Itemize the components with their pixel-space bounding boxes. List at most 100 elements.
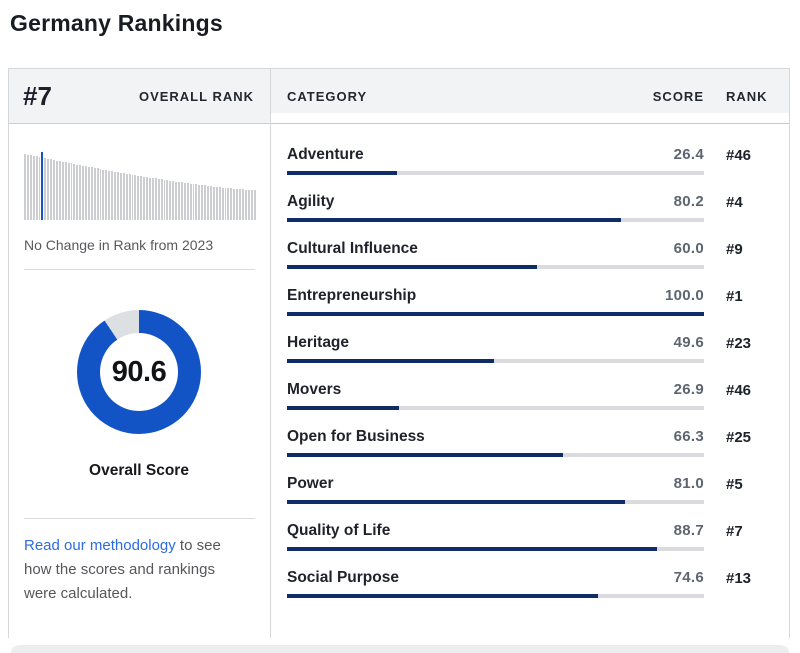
rank-change-text: No Change in Rank from 2023	[24, 237, 214, 253]
overall-score-label: Overall Score	[89, 462, 189, 479]
score-bar-fill	[287, 406, 400, 410]
sparkline-bar	[87, 166, 90, 220]
donut-hole: 90.6	[100, 333, 178, 411]
category-score: 81.0	[673, 475, 704, 492]
category-table: CATEGORY SCORE RANK Adventure 26.4 #46 A…	[271, 69, 789, 638]
sparkline-bar	[160, 179, 163, 220]
sparkline-bar	[90, 167, 93, 220]
sparkline-bar	[105, 170, 108, 220]
sparkline-bar	[154, 178, 157, 220]
divider	[24, 269, 255, 270]
category-rank: #46	[726, 147, 752, 164]
sparkline-bar	[239, 189, 241, 220]
sparkline-active-bar	[41, 151, 44, 220]
sparkline-bar	[61, 161, 64, 220]
category-rank: #23	[726, 335, 752, 352]
sparkline-bar	[230, 188, 233, 220]
category-rank: #9	[726, 241, 743, 258]
sparkline-bar	[102, 169, 105, 220]
sparkline-bar	[38, 157, 41, 220]
sparkline-bar	[172, 181, 175, 220]
rank-column-header: RANK	[726, 88, 768, 104]
category-score: 80.2	[673, 193, 704, 210]
sparkline-bar	[143, 176, 146, 220]
category-score: 26.9	[673, 381, 704, 398]
category-rank: #13	[726, 570, 752, 587]
category-column-header: CATEGORY	[287, 88, 368, 104]
sparkline-bar	[253, 190, 256, 220]
score-bar-fill	[287, 171, 398, 175]
sparkline-bar	[250, 189, 253, 220]
sparkline-bar	[151, 178, 154, 220]
score-bar-fill	[287, 265, 538, 269]
sparkline-bar	[146, 177, 148, 220]
overall-score-donut-chart: 90.6	[77, 310, 201, 434]
sparkline-bar	[35, 156, 38, 220]
sparkline-bar	[96, 168, 99, 220]
sparkline-bar	[180, 182, 183, 220]
category-name: Open for Business	[287, 428, 425, 445]
sparkline-bar	[204, 185, 207, 220]
sparkline-bar	[99, 169, 102, 220]
overall-rank-value: #7	[23, 80, 52, 111]
sparkline-bar	[189, 183, 192, 220]
sparkline-bar	[207, 185, 209, 220]
sparkline-bar	[227, 188, 230, 220]
next-section-edge	[10, 645, 790, 653]
sparkline-bar	[44, 158, 47, 220]
sparkline-bar	[163, 179, 166, 220]
category-score: 60.0	[673, 240, 704, 257]
category-score: 88.7	[673, 522, 704, 539]
category-name: Cultural Influence	[287, 240, 418, 257]
methodology-text: Read our methodology to see how the scor…	[24, 534, 254, 606]
score-bar-fill	[287, 453, 564, 457]
category-name: Agility	[287, 193, 335, 210]
sparkline-bar	[125, 173, 128, 220]
sparkline-bar	[24, 154, 26, 220]
score-bar-fill	[287, 312, 704, 316]
category-name: Social Purpose	[287, 569, 399, 586]
score-bar-fill	[287, 359, 494, 363]
sparkline-bar	[148, 177, 151, 220]
sparkline-bar	[134, 175, 137, 220]
rankings-panel: #7 OVERALL RANK No Change in Rank from 2…	[8, 68, 790, 638]
sparkline-bar	[195, 184, 198, 220]
sparkline-bar	[111, 171, 114, 220]
table-row: Quality of Life 88.7 #7	[271, 522, 789, 569]
score-bar-track	[287, 500, 704, 504]
sparkline-bar	[201, 185, 204, 220]
methodology-link[interactable]: Read our methodology	[24, 537, 176, 554]
category-name: Heritage	[287, 334, 350, 351]
score-bar-track	[287, 265, 704, 269]
sparkline-bar	[210, 186, 212, 220]
sparkline-bar	[26, 154, 29, 220]
score-bar-track	[287, 453, 704, 457]
table-row: Agility 80.2 #4	[271, 193, 789, 240]
table-row: Cultural Influence 60.0 #9	[271, 240, 789, 287]
sparkline-bar	[70, 163, 73, 220]
score-bar-fill	[287, 547, 657, 551]
category-name: Adventure	[287, 146, 364, 163]
score-bar-track	[287, 218, 704, 222]
divider	[24, 518, 255, 519]
sparkline-bar	[169, 180, 172, 220]
sparkline-bar	[85, 166, 87, 220]
sparkline-bar	[192, 183, 195, 220]
sparkline-bar	[244, 189, 247, 220]
sparkline-bar	[73, 164, 76, 220]
sparkline-bar	[114, 171, 116, 220]
category-name: Power	[287, 475, 334, 492]
category-name: Movers	[287, 381, 342, 398]
category-rank: #7	[726, 523, 743, 540]
sparkline-bar	[224, 187, 227, 220]
overall-rank-label: OVERALL RANK	[138, 88, 254, 104]
sparkline-bar	[29, 155, 32, 220]
sparkline-bar	[128, 174, 131, 220]
sparkline-bar	[50, 159, 53, 220]
category-score: 100.0	[664, 287, 704, 304]
sparkline-bar	[140, 176, 143, 220]
sparkline-bar	[198, 184, 201, 220]
sparkline-bar	[221, 187, 224, 220]
sparkline-bar	[215, 186, 218, 220]
sparkline-bar	[64, 162, 67, 220]
